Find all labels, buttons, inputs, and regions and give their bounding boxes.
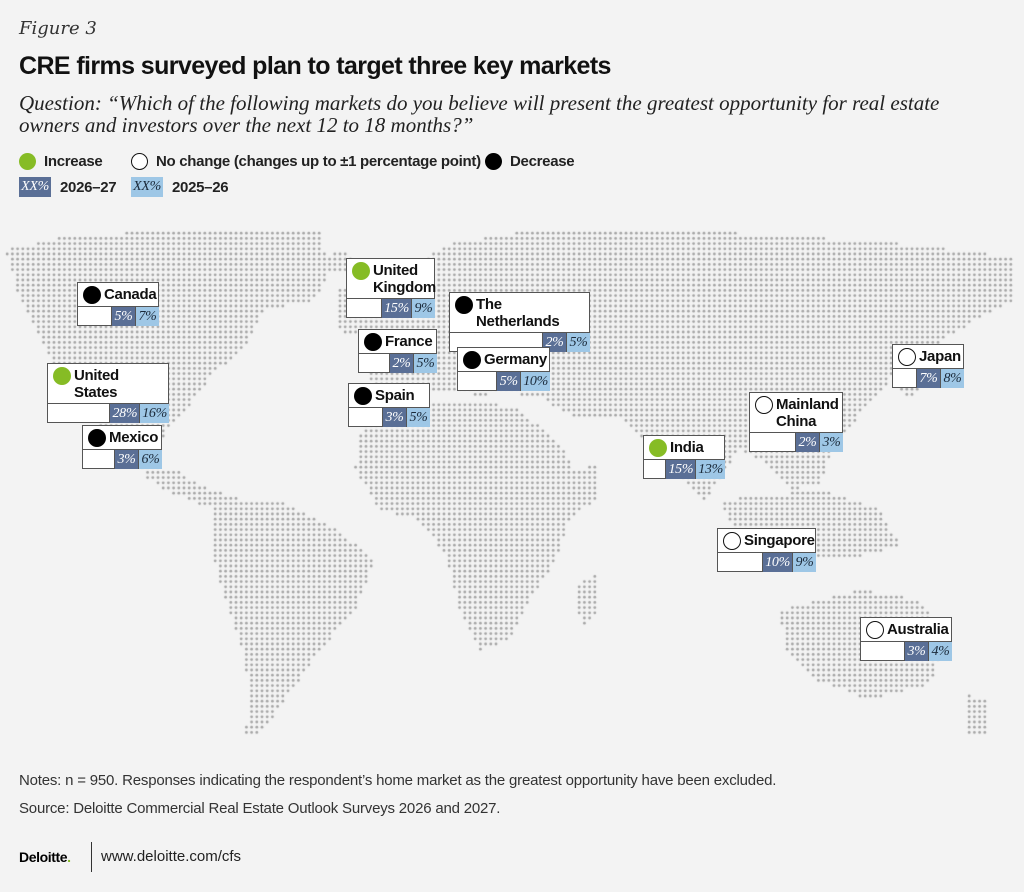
value-2026-27: 15% (381, 299, 411, 318)
market-name: Mexico (109, 429, 159, 446)
swatch-2025-26: XX% (131, 177, 163, 197)
legend-nochange: No change (changes up to ±1 percentage p… (131, 153, 481, 170)
market-japan: Japan 7% 8% (892, 344, 964, 388)
nochange-dot-icon (866, 621, 884, 639)
market-singapore: Singapore 10% 9% (717, 528, 816, 572)
value-2026-27: 3% (382, 408, 406, 427)
market-name: Japan (919, 348, 961, 365)
market-united-kingdom: United Kingdom 15% 9% (346, 258, 436, 318)
decrease-dot-icon (88, 429, 106, 447)
value-2026-27: 3% (904, 642, 928, 661)
legend-increase: Increase (19, 153, 103, 170)
legend-decrease: Decrease (485, 153, 575, 170)
chart-title: CRE firms surveyed plan to target three … (19, 52, 611, 80)
decrease-dot-icon (83, 286, 101, 304)
legend-nochange-label: No change (changes up to ±1 percentage p… (156, 153, 481, 170)
value-2025-26: 5% (413, 354, 437, 373)
deloitte-logo[interactable]: Deloitte. (19, 849, 71, 865)
logo-dot: . (67, 849, 71, 865)
increase-dot-icon (53, 367, 71, 385)
value-2026-27: 5% (111, 307, 135, 326)
white-dot-icon (131, 153, 148, 170)
value-2025-26: 9% (411, 299, 435, 318)
legend-decrease-label: Decrease (510, 153, 575, 170)
value-2026-27: 7% (916, 369, 940, 388)
market-name: United States (74, 367, 119, 401)
green-dot-icon (19, 153, 36, 170)
value-2025-26: 16% (139, 404, 169, 423)
market-name: Singapore (744, 532, 815, 549)
value-2025-26: 6% (138, 450, 162, 469)
value-2026-27: 15% (665, 460, 696, 479)
value-2026-27: 10% (762, 553, 792, 572)
value-2025-26: 5% (566, 333, 590, 352)
increase-dot-icon (352, 262, 370, 280)
market-the-netherlands: The Netherlands 2% 5% (449, 292, 590, 352)
swatch-2026-27: XX% (19, 177, 51, 197)
value-2025-26: 3% (819, 433, 843, 452)
value-2025-26: 8% (940, 369, 964, 388)
figure-label: Figure 3 (19, 18, 97, 39)
market-mexico: Mexico 3% 6% (82, 425, 162, 469)
logo-text: Deloitte (19, 849, 68, 865)
legend-2025-26: XX% 2025–26 (131, 177, 229, 197)
market-name: The Netherlands (476, 296, 560, 330)
decrease-dot-icon (455, 296, 473, 314)
market-name: Spain (375, 387, 415, 404)
nochange-dot-icon (898, 348, 916, 366)
market-canada: Canada 5% 7% (77, 282, 159, 326)
legend-2025-26-label: 2025–26 (172, 178, 229, 196)
chart-notes: Notes: n = 950. Responses indicating the… (19, 772, 777, 789)
market-spain: Spain 3% 5% (348, 383, 430, 427)
value-2026-27: 28% (109, 404, 140, 423)
value-2025-26: 4% (928, 642, 952, 661)
footer-divider (91, 842, 92, 872)
legend-2026-27-label: 2026–27 (60, 178, 117, 196)
chart-source: Source: Deloitte Commercial Real Estate … (19, 800, 501, 817)
value-2026-27: 2% (795, 433, 819, 452)
value-2025-26: 5% (406, 408, 430, 427)
value-2025-26: 9% (792, 553, 816, 572)
decrease-dot-icon (364, 333, 382, 351)
black-dot-icon (485, 153, 502, 170)
legend-increase-label: Increase (44, 153, 103, 170)
market-name: United Kingdom (373, 262, 436, 296)
value-2025-26: 13% (695, 460, 725, 479)
nochange-dot-icon (755, 396, 773, 414)
market-united-states: United States 28% 16% (47, 363, 169, 423)
market-name: Australia (887, 621, 949, 638)
market-australia: Australia 3% 4% (860, 617, 952, 661)
market-name: Germany (484, 351, 547, 368)
value-2026-27: 2% (542, 333, 566, 352)
legend-2026-27: XX% 2026–27 (19, 177, 117, 197)
value-2026-27: 3% (114, 450, 138, 469)
value-2025-26: 10% (520, 372, 550, 391)
market-india: India 15% 13% (643, 435, 725, 479)
question-text: Question: “Which of the following market… (19, 91, 940, 137)
market-name: Canada (104, 286, 157, 303)
decrease-dot-icon (354, 387, 372, 405)
value-2026-27: 5% (496, 372, 521, 391)
decrease-dot-icon (463, 351, 481, 369)
market-name: India (670, 439, 704, 456)
market-mainland-china: Mainland China 2% 3% (749, 392, 843, 452)
market-name: France (385, 333, 433, 350)
value-2025-26: 7% (135, 307, 159, 326)
value-2026-27: 2% (389, 354, 413, 373)
market-france: France 2% 5% (358, 329, 437, 373)
market-germany: Germany 5% 10% (457, 347, 550, 391)
increase-dot-icon (649, 439, 667, 457)
nochange-dot-icon (723, 532, 741, 550)
market-name: Mainland China (776, 396, 839, 430)
footer-url-link[interactable]: www.deloitte.com/cfs (101, 848, 242, 865)
